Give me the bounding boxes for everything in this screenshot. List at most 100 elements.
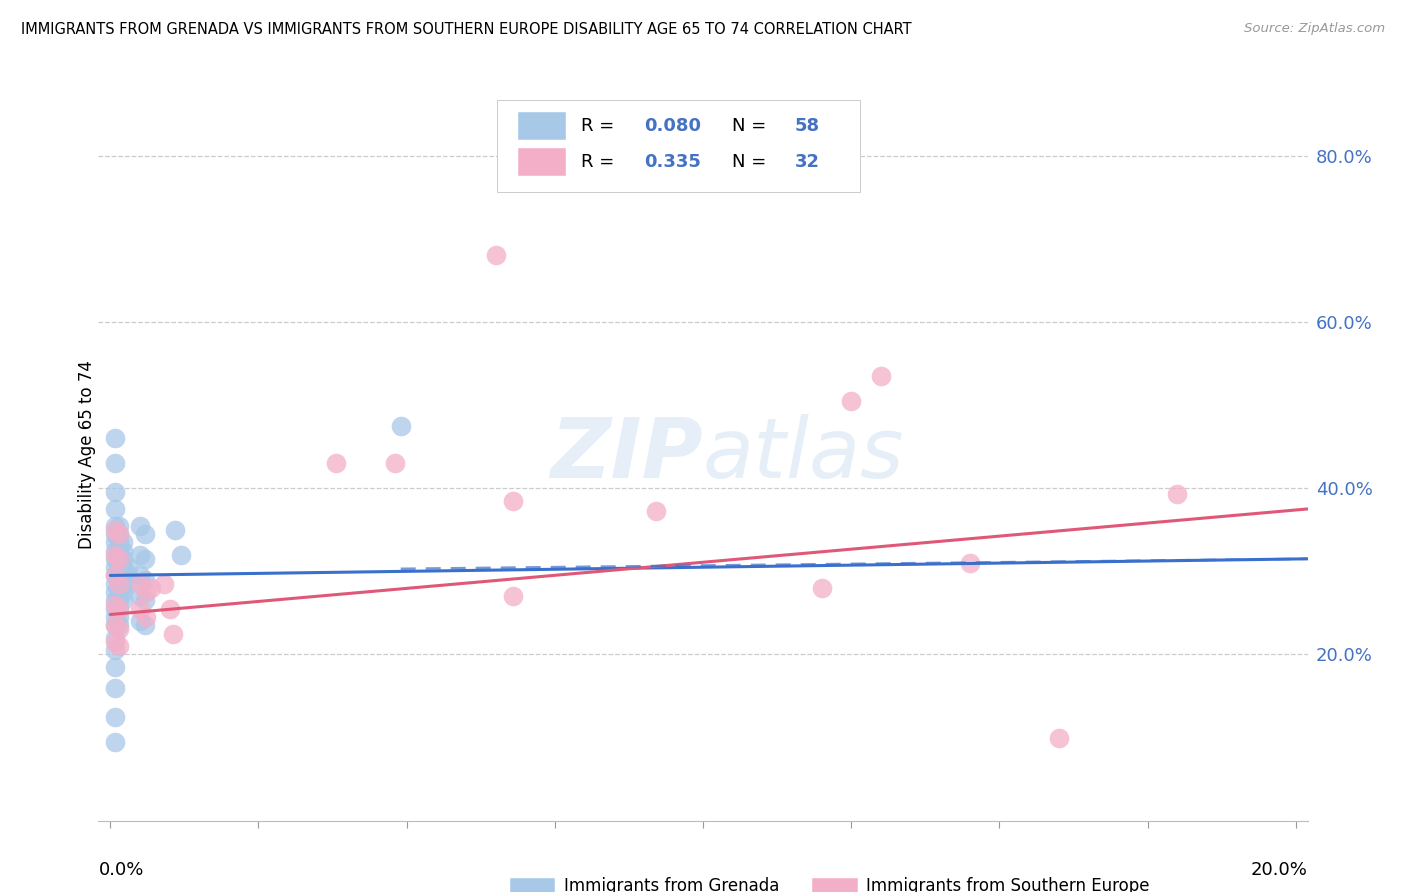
Point	[108, 618, 131, 632]
Point	[108, 518, 131, 533]
Text: N =: N =	[733, 117, 772, 135]
Point	[104, 601, 127, 615]
Point	[112, 576, 135, 591]
FancyBboxPatch shape	[517, 148, 567, 177]
Text: 20.0%: 20.0%	[1251, 861, 1308, 879]
Point	[108, 527, 131, 541]
Point	[104, 568, 127, 582]
Point	[959, 556, 981, 570]
Text: Immigrants from Grenada: Immigrants from Grenada	[564, 878, 779, 892]
Point	[104, 618, 127, 632]
Text: R =: R =	[581, 153, 620, 171]
Text: R =: R =	[581, 117, 620, 135]
Point	[134, 551, 156, 566]
Point	[484, 248, 506, 262]
Point	[104, 535, 127, 549]
Text: Immigrants from Southern Europe: Immigrants from Southern Europe	[866, 878, 1150, 892]
Point	[129, 614, 152, 628]
Point	[104, 456, 127, 470]
Point	[159, 601, 181, 615]
Point	[112, 551, 135, 566]
FancyBboxPatch shape	[509, 879, 555, 892]
Text: N =: N =	[733, 153, 772, 171]
Point	[104, 734, 127, 748]
Point	[869, 368, 891, 383]
Point	[117, 576, 139, 591]
Point	[108, 585, 131, 599]
Point	[152, 576, 174, 591]
Point	[129, 548, 152, 562]
Point	[104, 523, 127, 537]
Point	[129, 601, 152, 615]
Point	[129, 568, 152, 582]
Point	[162, 626, 184, 640]
Point	[104, 485, 127, 500]
Point	[108, 568, 131, 582]
Text: 0.335: 0.335	[644, 153, 700, 171]
Point	[104, 502, 127, 516]
Point	[104, 681, 127, 695]
Point	[135, 610, 157, 624]
Point	[104, 518, 127, 533]
Point	[108, 576, 131, 591]
Point	[104, 543, 127, 558]
Point	[112, 560, 135, 574]
Text: IMMIGRANTS FROM GRENADA VS IMMIGRANTS FROM SOUTHERN EUROPE DISABILITY AGE 65 TO : IMMIGRANTS FROM GRENADA VS IMMIGRANTS FR…	[21, 22, 911, 37]
Point	[325, 456, 347, 470]
Point	[117, 568, 139, 582]
Point	[134, 618, 156, 632]
Point	[112, 585, 135, 599]
FancyBboxPatch shape	[517, 112, 567, 140]
Text: 32: 32	[794, 153, 820, 171]
Text: ZIP: ZIP	[550, 415, 703, 495]
Point	[104, 710, 127, 724]
Point	[104, 560, 127, 574]
Point	[108, 543, 131, 558]
Point	[134, 593, 156, 607]
Point	[117, 560, 139, 574]
Point	[104, 610, 127, 624]
Point	[104, 551, 127, 566]
Y-axis label: Disability Age 65 to 74: Disability Age 65 to 74	[79, 360, 96, 549]
Point	[104, 631, 127, 645]
Point	[502, 589, 524, 603]
Point	[104, 618, 127, 632]
Point	[104, 431, 127, 445]
Point	[104, 568, 127, 582]
Point	[108, 610, 131, 624]
Point	[129, 589, 152, 603]
Point	[104, 593, 127, 607]
Point	[104, 598, 127, 612]
Point	[108, 551, 131, 566]
Point	[384, 456, 406, 470]
Text: 0.0%: 0.0%	[98, 861, 143, 879]
Point	[389, 418, 412, 433]
Point	[104, 585, 127, 599]
Text: Source: ZipAtlas.com: Source: ZipAtlas.com	[1244, 22, 1385, 36]
Point	[104, 660, 127, 674]
Point	[134, 527, 156, 541]
Point	[108, 639, 131, 653]
Point	[170, 548, 193, 562]
FancyBboxPatch shape	[498, 100, 860, 192]
Point	[108, 576, 131, 591]
Point	[1047, 731, 1070, 745]
Point	[108, 623, 131, 637]
Point	[104, 576, 127, 591]
Point	[129, 518, 152, 533]
Point	[108, 535, 131, 549]
Point	[129, 576, 152, 591]
Point	[134, 573, 156, 587]
Point	[108, 551, 131, 566]
Text: 58: 58	[794, 117, 820, 135]
Point	[112, 568, 135, 582]
Point	[810, 581, 832, 595]
Point	[108, 601, 131, 615]
Point	[112, 543, 135, 558]
Text: atlas: atlas	[703, 415, 904, 495]
FancyBboxPatch shape	[811, 879, 858, 892]
Point	[644, 503, 666, 517]
Text: 0.080: 0.080	[644, 117, 700, 135]
Point	[104, 635, 127, 649]
Point	[165, 523, 187, 537]
